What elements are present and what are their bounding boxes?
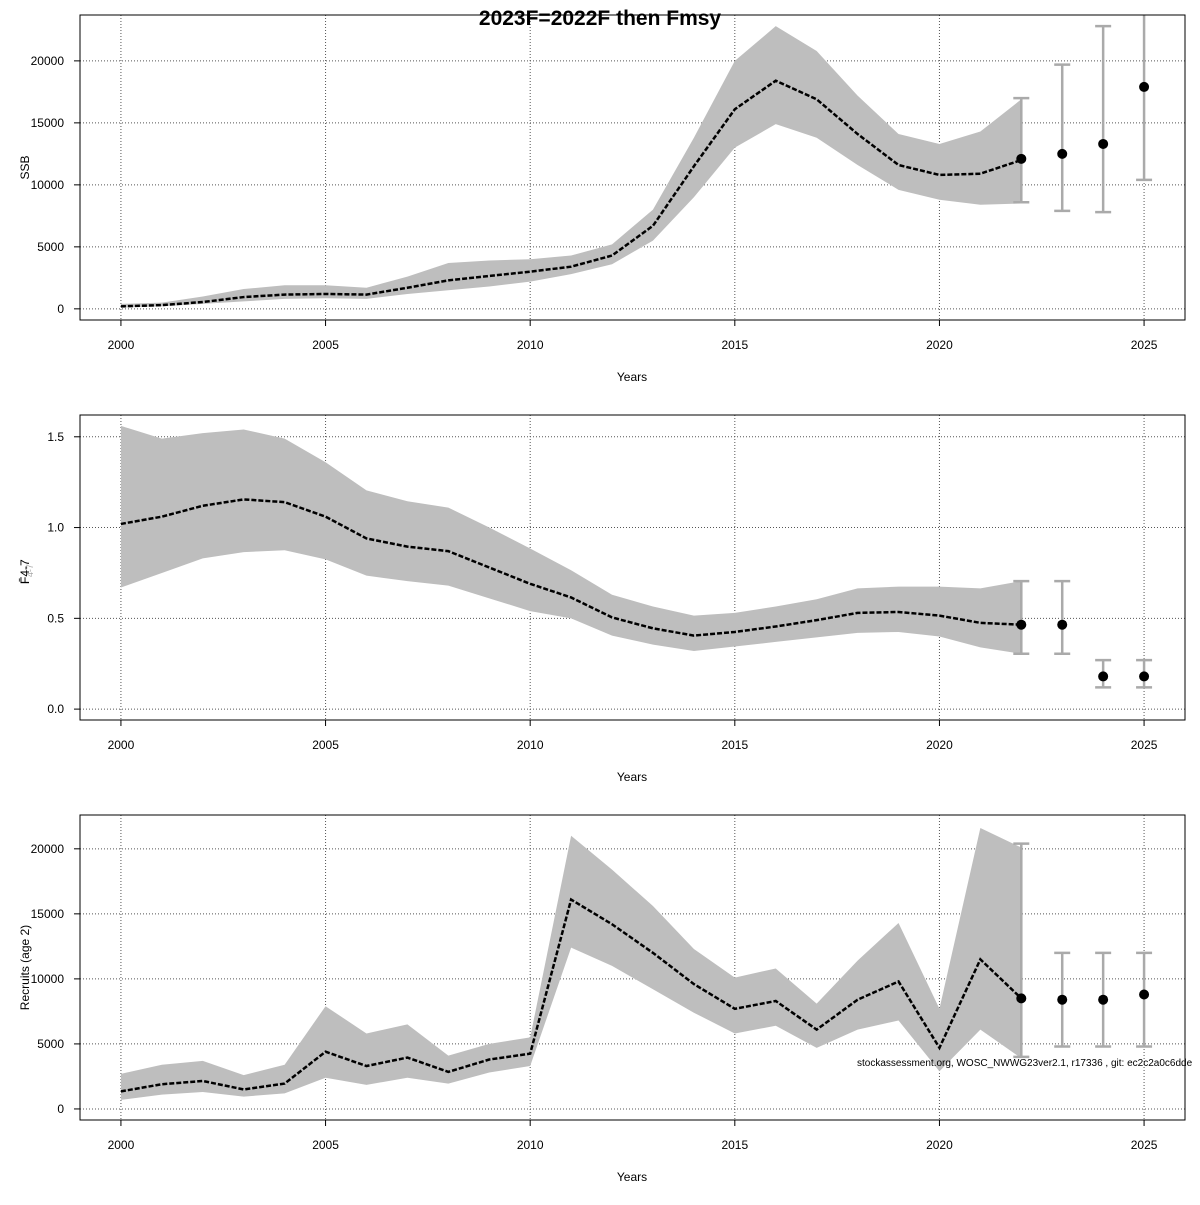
x-axis-label: Years bbox=[617, 1170, 647, 1184]
y-tick-label: 15000 bbox=[31, 907, 65, 921]
x-axis-label: Years bbox=[617, 770, 647, 784]
x-tick-label: 2000 bbox=[108, 338, 135, 352]
y-tick-label: 1.5 bbox=[47, 430, 64, 444]
x-tick-label: 2025 bbox=[1131, 1138, 1158, 1152]
y-tick-label: 15000 bbox=[31, 116, 65, 130]
x-tick-label: 2005 bbox=[312, 738, 339, 752]
plot-area bbox=[120, 828, 1153, 1100]
y-tick-label: 1.0 bbox=[47, 521, 64, 535]
x-tick-label: 2000 bbox=[108, 1138, 135, 1152]
x-tick-label: 2005 bbox=[312, 1138, 339, 1152]
y-tick-label: 5000 bbox=[37, 240, 64, 254]
x-tick-label: 2010 bbox=[517, 738, 544, 752]
forecast-point bbox=[1098, 994, 1109, 1005]
forecast-point bbox=[1098, 138, 1109, 149]
forecast-point bbox=[1098, 671, 1109, 682]
plot-frame bbox=[79, 14, 1186, 321]
x-tick-label: 2020 bbox=[926, 338, 953, 352]
y-axis-label-main: F bbox=[18, 577, 32, 584]
forecast-point bbox=[1016, 619, 1027, 630]
y-tick-label: 0.5 bbox=[47, 611, 64, 625]
plot-frame bbox=[79, 414, 1186, 721]
plot-frame bbox=[79, 814, 1186, 1121]
confidence-band bbox=[120, 26, 1022, 308]
y-tick-label: 10000 bbox=[31, 178, 65, 192]
y-tick-label: 0 bbox=[57, 302, 64, 316]
x-tick-label: 2015 bbox=[721, 1138, 748, 1152]
y-tick-label: 0 bbox=[57, 1102, 64, 1116]
forecast-point bbox=[1139, 81, 1150, 92]
panel-1: 2000 2005 2010 2015 2020 2025 0 5000 10000 15000 2… bbox=[18, 14, 1186, 384]
x-tick-label: 2005 bbox=[312, 338, 339, 352]
plot-area bbox=[120, 425, 1153, 689]
y-axis-label-parts: F4-7 bbox=[18, 564, 35, 584]
forecast-point bbox=[1016, 993, 1027, 1004]
x-tick-label: 2020 bbox=[926, 738, 953, 752]
y-axis-label: SSB bbox=[18, 155, 32, 179]
forecast-point bbox=[1057, 994, 1068, 1005]
footnote: stockassessment.org, WOSC_NWWG23ver2.1, … bbox=[857, 1058, 1193, 1069]
x-tick-label: 2010 bbox=[517, 338, 544, 352]
y-axis-label-sub: 4-7 bbox=[25, 564, 35, 577]
x-tick-label: 2010 bbox=[517, 1138, 544, 1152]
x-axis-label: Years bbox=[617, 370, 647, 384]
y-tick-label: 5000 bbox=[37, 1037, 64, 1051]
chart-title: 2023F=2022F then Fmsy bbox=[479, 7, 722, 30]
x-tick-label: 2025 bbox=[1131, 738, 1158, 752]
estimate-line bbox=[120, 897, 1023, 1093]
y-tick-label: 20000 bbox=[31, 842, 65, 856]
x-tick-label: 2000 bbox=[108, 738, 135, 752]
forecast-point bbox=[1057, 148, 1068, 159]
f-axis-label: F̄4-7 bbox=[18, 559, 32, 584]
estimate-line bbox=[120, 498, 1022, 637]
confidence-band bbox=[120, 828, 1022, 1100]
x-tick-label: 2020 bbox=[926, 1138, 953, 1152]
confidence-band bbox=[120, 425, 1022, 654]
y-tick-label: 0.0 bbox=[47, 702, 64, 716]
forecast-point bbox=[1139, 989, 1150, 1000]
forecast-point bbox=[1057, 619, 1068, 630]
y-tick-label: 10000 bbox=[31, 972, 65, 986]
estimate-line bbox=[120, 79, 1022, 308]
panel-2: 2000 2005 2010 2015 2020 2025 0.0 0.5 1.0 1.5 Year… bbox=[18, 414, 1186, 784]
x-tick-label: 2015 bbox=[721, 738, 748, 752]
forecast-point bbox=[1139, 671, 1150, 682]
x-tick-label: 2015 bbox=[721, 338, 748, 352]
plot-area bbox=[120, 15, 1153, 308]
y-axis-label: Recruits (age 2) bbox=[18, 925, 32, 1010]
panel-3: 2000 2005 2010 2015 2020 2025 0 5000 10000 15000 2… bbox=[18, 814, 1186, 1184]
y-tick-label: 20000 bbox=[31, 54, 65, 68]
forecast-point bbox=[1016, 153, 1027, 164]
x-tick-label: 2025 bbox=[1131, 338, 1158, 352]
